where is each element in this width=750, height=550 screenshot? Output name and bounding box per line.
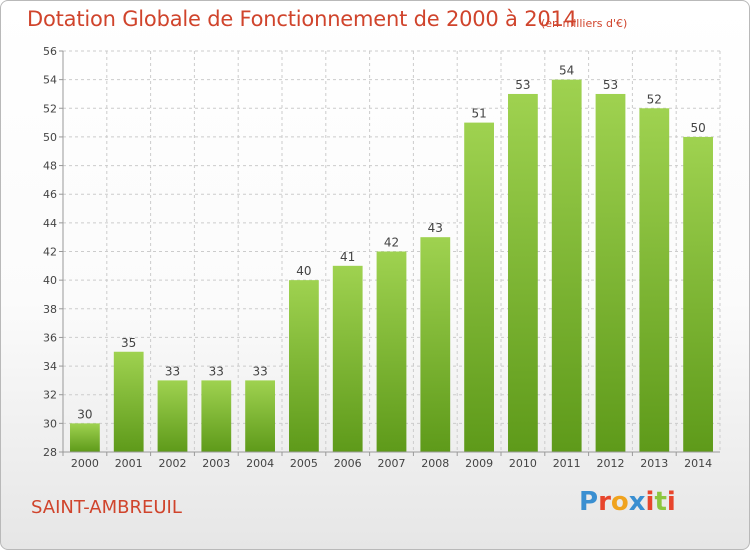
data-label-2007: 42 xyxy=(384,236,399,250)
logo-letter: i xyxy=(666,487,676,517)
y-tick-label: 28 xyxy=(43,446,57,459)
data-label-2000: 30 xyxy=(77,407,92,421)
x-tick-label: 2002 xyxy=(159,457,187,470)
x-tick-label: 2014 xyxy=(684,457,712,470)
x-tick-label: 2000 xyxy=(71,457,99,470)
commune-name: SAINT-AMBREUIL xyxy=(31,497,182,518)
x-tick-label: 2001 xyxy=(115,457,143,470)
bar-2000 xyxy=(70,423,100,452)
y-tick-label: 40 xyxy=(43,274,57,287)
bar-2005 xyxy=(289,280,319,452)
data-label-2014: 50 xyxy=(690,121,705,135)
x-tick-label: 2005 xyxy=(290,457,318,470)
data-label-2001: 35 xyxy=(121,336,136,350)
y-tick-label: 36 xyxy=(43,331,57,344)
data-label-2009: 51 xyxy=(471,107,486,121)
data-label-2005: 40 xyxy=(296,264,311,278)
x-tick-label: 2010 xyxy=(509,457,537,470)
logo-letter: t xyxy=(654,487,667,517)
bars xyxy=(70,79,713,453)
y-tick-label: 44 xyxy=(43,217,57,230)
logo-letter: x xyxy=(628,487,646,517)
logo-letter: r xyxy=(598,487,611,517)
bar-2001 xyxy=(113,351,144,452)
logo-letter: i xyxy=(645,487,655,517)
data-label-2011: 54 xyxy=(559,64,574,78)
y-tick-label: 54 xyxy=(43,74,57,87)
data-label-2003: 33 xyxy=(209,364,224,378)
proxiti-logo: Proxiti xyxy=(579,487,676,517)
bar-2007 xyxy=(376,251,407,452)
y-tick-label: 38 xyxy=(43,303,57,316)
data-label-2006: 41 xyxy=(340,250,355,264)
data-label-2008: 43 xyxy=(428,221,443,235)
bar-2012 xyxy=(595,93,626,452)
y-tick-label: 46 xyxy=(43,188,57,201)
x-tick-label: 2008 xyxy=(421,457,449,470)
bar-2011 xyxy=(551,79,582,453)
bar-2008 xyxy=(420,237,451,452)
x-tick-label: 2011 xyxy=(553,457,581,470)
y-tick-label: 50 xyxy=(43,131,57,144)
x-tick-label: 2007 xyxy=(378,457,406,470)
bar-2004 xyxy=(245,380,275,452)
logo-letter: o xyxy=(610,487,629,517)
labels: 28 30 32 34 36 38 40 42 44 46 48 50 52 54 56 30 2000 35 20… xyxy=(43,45,712,470)
bar-2013 xyxy=(639,108,670,453)
chart-subtitle: (en milliers d'€) xyxy=(541,17,628,30)
x-tick-label: 2004 xyxy=(246,457,274,470)
x-tick-label: 2013 xyxy=(640,457,668,470)
bar-2003 xyxy=(201,380,232,452)
data-label-2010: 53 xyxy=(515,78,530,92)
data-label-2013: 52 xyxy=(647,92,662,106)
x-tick-label: 2006 xyxy=(334,457,362,470)
bar-2014 xyxy=(683,136,713,452)
y-tick-label: 48 xyxy=(43,160,57,173)
bar-2009 xyxy=(464,122,494,452)
bar-2002 xyxy=(157,380,188,452)
bar-2006 xyxy=(332,265,363,452)
y-tick-label: 34 xyxy=(43,360,57,373)
logo-letter: P xyxy=(579,487,599,517)
y-tick-label: 42 xyxy=(43,246,57,259)
data-label-2004: 33 xyxy=(252,364,267,378)
y-tick-label: 30 xyxy=(43,417,57,430)
data-label-2012: 53 xyxy=(603,78,618,92)
y-tick-label: 56 xyxy=(43,45,57,58)
bar-2010 xyxy=(508,93,538,452)
chart-title: Dotation Globale de Fonctionnement de 20… xyxy=(27,7,577,31)
y-tick-label: 52 xyxy=(43,102,57,115)
data-label-2002: 33 xyxy=(165,364,180,378)
x-tick-label: 2012 xyxy=(597,457,625,470)
y-tick-label: 32 xyxy=(43,389,57,402)
axes xyxy=(59,50,720,456)
x-tick-label: 2009 xyxy=(465,457,493,470)
x-tick-label: 2003 xyxy=(202,457,230,470)
